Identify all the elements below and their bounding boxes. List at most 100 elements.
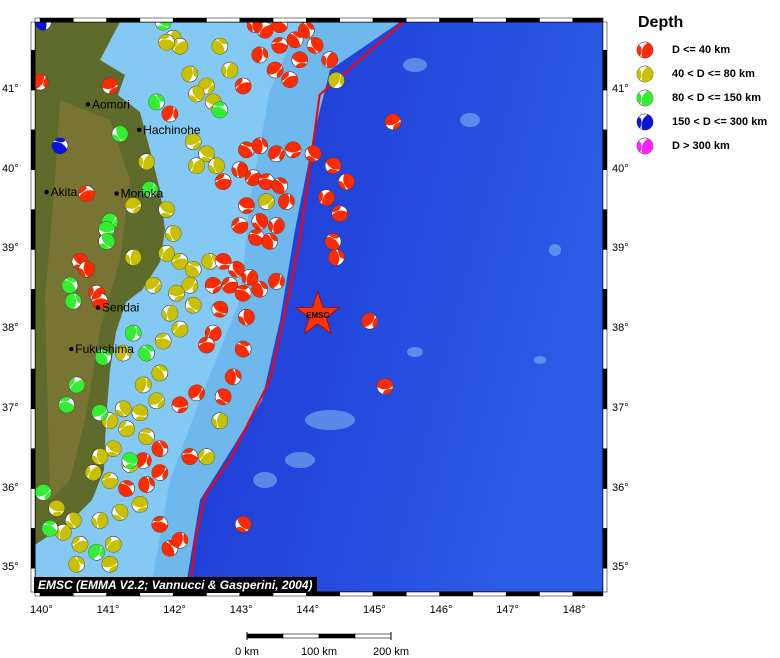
event-beachball[interactable] (196, 143, 218, 165)
event-beachball[interactable] (154, 332, 172, 350)
event-beachball[interactable] (100, 555, 119, 574)
event-beachball[interactable] (219, 275, 240, 296)
event-beachball[interactable] (159, 103, 180, 124)
event-beachball[interactable] (203, 275, 223, 295)
event-beachball[interactable] (115, 477, 138, 500)
event-beachball[interactable] (82, 461, 104, 483)
event-beachball[interactable] (95, 230, 118, 253)
event-beachball[interactable] (279, 69, 301, 91)
event-beachball[interactable] (149, 461, 172, 484)
event-beachball[interactable] (277, 192, 296, 211)
event-beachball[interactable] (226, 259, 248, 281)
event-beachball[interactable] (235, 139, 257, 161)
event-beachball[interactable] (232, 75, 253, 96)
event-beachball[interactable] (201, 253, 219, 270)
event-beachball[interactable] (101, 472, 119, 490)
event-beachball[interactable] (258, 173, 276, 191)
event-beachball[interactable] (109, 123, 130, 144)
event-beachball[interactable] (57, 396, 76, 415)
epicenter-marker[interactable]: EMSC (294, 290, 341, 335)
event-beachball[interactable] (116, 418, 137, 439)
event-beachball[interactable] (146, 92, 167, 113)
event-beachball[interactable] (254, 19, 277, 42)
event-beachball[interactable] (142, 274, 164, 296)
event-beachball[interactable] (169, 35, 192, 58)
event-beachball[interactable] (63, 510, 84, 531)
event-beachball[interactable] (270, 14, 291, 35)
event-beachball[interactable] (186, 83, 208, 105)
event-beachball[interactable] (233, 283, 254, 304)
event-beachball[interactable] (232, 338, 255, 361)
event-beachball[interactable] (109, 501, 132, 524)
event-beachball[interactable] (135, 342, 157, 364)
event-beachball[interactable] (255, 191, 277, 213)
event-beachball[interactable] (171, 396, 189, 414)
event-beachball[interactable] (32, 482, 54, 504)
event-beachball[interactable] (156, 199, 178, 221)
event-beachball[interactable] (322, 155, 344, 177)
event-beachball[interactable] (214, 172, 233, 191)
event-beachball[interactable] (114, 343, 133, 362)
event-beachball[interactable] (266, 271, 288, 293)
event-beachball[interactable] (130, 403, 150, 423)
event-beachball[interactable] (224, 368, 242, 386)
event-beachball[interactable] (91, 292, 109, 310)
event-beachball[interactable] (182, 294, 205, 317)
event-beachball[interactable] (146, 390, 168, 412)
event-beachball[interactable] (70, 534, 91, 555)
event-beachball[interactable] (151, 515, 169, 533)
event-beachball[interactable] (123, 196, 143, 216)
event-beachball[interactable] (138, 476, 155, 493)
event-beachball[interactable] (185, 155, 207, 177)
event-beachball[interactable] (284, 29, 307, 52)
event-beachball[interactable] (266, 215, 286, 235)
event-beachball[interactable] (65, 292, 82, 310)
event-beachball[interactable] (67, 554, 87, 574)
event-beachball[interactable] (240, 267, 260, 287)
event-beachball[interactable] (169, 318, 192, 341)
event-beachball[interactable] (92, 346, 114, 368)
event-beachball[interactable] (237, 308, 256, 327)
event-beachball[interactable] (330, 204, 349, 223)
event-beachball[interactable] (231, 161, 249, 178)
event-beachball[interactable] (150, 438, 170, 458)
event-beachball[interactable] (290, 50, 309, 69)
event-beachball[interactable] (212, 386, 235, 409)
event-beachball[interactable] (251, 137, 269, 155)
event-beachball[interactable] (232, 513, 255, 536)
event-beachball[interactable] (39, 518, 60, 539)
event-beachball[interactable] (120, 451, 140, 471)
event-beachball[interactable] (383, 112, 403, 132)
event-beachball[interactable] (89, 402, 111, 424)
event-beachball[interactable] (134, 375, 153, 394)
event-beachball[interactable] (112, 398, 134, 420)
event-beachball[interactable] (170, 531, 189, 550)
event-beachball[interactable] (229, 215, 250, 236)
event-beachball[interactable] (91, 447, 110, 466)
event-beachball[interactable] (49, 135, 70, 156)
event-beachball[interactable] (376, 378, 394, 395)
event-beachball[interactable] (65, 374, 87, 396)
event-beachball[interactable] (220, 60, 240, 80)
event-beachball[interactable] (185, 382, 208, 405)
event-beachball[interactable] (197, 336, 215, 354)
event-beachball[interactable] (209, 100, 230, 121)
event-beachball[interactable] (322, 230, 344, 252)
event-beachball[interactable] (264, 59, 286, 81)
event-beachball[interactable] (77, 260, 96, 279)
event-beachball[interactable] (136, 151, 157, 172)
event-beachball[interactable] (47, 498, 67, 518)
event-beachball[interactable] (171, 252, 189, 270)
event-beachball[interactable] (136, 426, 157, 447)
event-beachball[interactable] (211, 412, 229, 430)
event-beachball[interactable] (271, 37, 289, 54)
event-beachball[interactable] (181, 65, 199, 83)
event-beachball[interactable] (86, 541, 108, 563)
event-beachball[interactable] (259, 231, 280, 252)
event-beachball[interactable] (131, 496, 149, 513)
event-beachball[interactable] (161, 304, 179, 322)
event-beachball[interactable] (132, 450, 154, 472)
event-beachball[interactable] (53, 522, 74, 543)
event-beachball[interactable] (102, 438, 124, 460)
event-beachball[interactable] (139, 179, 160, 200)
